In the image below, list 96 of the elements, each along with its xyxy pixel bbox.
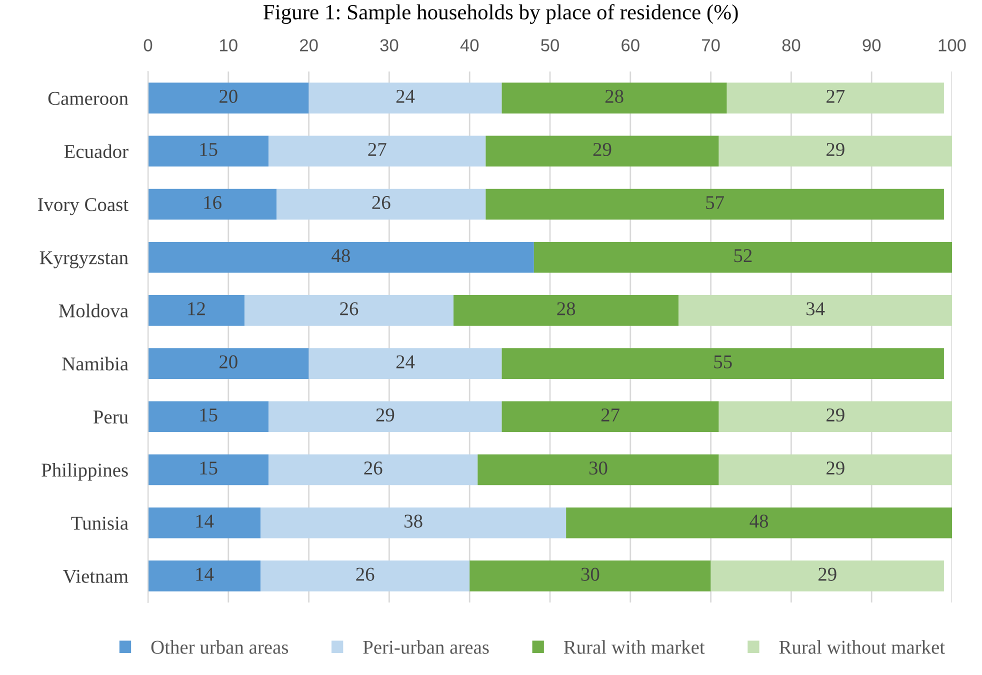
x-tick-label: 70	[702, 39, 720, 52]
x-tick-label: 60	[622, 39, 640, 52]
data-label: 27	[826, 90, 845, 103]
y-tick-label: Ivory Coast	[38, 198, 128, 216]
bar	[502, 82, 727, 114]
x-tick-label: 30	[380, 39, 398, 52]
data-label: 48	[332, 249, 350, 262]
data-label: 26	[364, 462, 382, 475]
bar	[268, 136, 486, 167]
bar	[148, 507, 261, 538]
data-label: 52	[734, 249, 752, 262]
y-tick-label: Philippines	[42, 463, 128, 481]
data-label: 20	[220, 355, 238, 368]
data-label: 28	[557, 302, 576, 316]
legend-label: Rural without market	[779, 640, 945, 654]
data-label: 15	[200, 462, 218, 475]
bar	[148, 295, 244, 326]
bar	[148, 242, 534, 273]
legend-label: Other urban areas	[151, 640, 288, 654]
bar	[486, 136, 719, 167]
data-label: 28	[605, 90, 624, 103]
bar	[478, 454, 719, 486]
data-label: 30	[589, 461, 608, 475]
data-label: 26	[372, 196, 390, 210]
legend-label: Rural with market	[564, 640, 705, 654]
bar	[260, 507, 566, 538]
bar	[502, 348, 944, 379]
bar	[148, 348, 309, 379]
data-label: 16	[204, 196, 222, 210]
bar	[502, 401, 719, 432]
chart-title: Figure 1: Sample households by place of residence (%)	[264, 4, 738, 24]
data-label: 24	[396, 90, 415, 103]
y-tick-label: Cameroon	[48, 92, 128, 105]
data-label: 15	[200, 142, 218, 156]
data-label: 29	[826, 462, 844, 475]
bar	[268, 401, 502, 432]
bar	[308, 348, 502, 379]
data-label: 26	[356, 568, 374, 581]
data-label: 26	[340, 302, 358, 316]
y-tick-label: Ecuador	[64, 144, 128, 158]
y-tick-label: Vietnam	[62, 570, 128, 583]
data-label: 14	[196, 514, 214, 528]
data-label: 38	[404, 514, 422, 528]
bar	[260, 560, 470, 592]
data-label: 34	[806, 302, 825, 316]
data-label: 14	[196, 568, 214, 581]
x-tick-label: 100	[938, 39, 966, 52]
bar	[710, 560, 944, 592]
y-tick-label: Tunisia	[71, 516, 128, 530]
bar	[566, 507, 952, 538]
legend-label: Peri-urban areas	[363, 640, 489, 654]
bar	[148, 560, 261, 592]
x-tick-label: 40	[460, 39, 479, 52]
bar	[276, 188, 486, 220]
bar	[308, 82, 502, 114]
bar	[718, 136, 952, 167]
data-label: 24	[396, 355, 415, 368]
bar	[726, 82, 944, 114]
y-tick-label: Moldova	[58, 304, 128, 318]
bar	[148, 401, 269, 432]
data-label: 30	[581, 568, 600, 581]
data-label: 55	[714, 355, 732, 368]
data-label: 57	[706, 196, 724, 210]
bar	[148, 82, 309, 114]
data-label: 29	[593, 142, 612, 156]
data-label: 27	[601, 408, 620, 422]
data-label: 29	[818, 568, 836, 581]
bar	[486, 188, 944, 220]
bar	[718, 454, 952, 486]
data-label: 15	[200, 408, 218, 422]
x-tick-label: 90	[862, 39, 881, 52]
bar	[148, 136, 269, 167]
y-tick-label: Kyrgyzstan	[40, 251, 128, 268]
data-label: 12	[188, 302, 205, 316]
x-tick-label: 80	[782, 39, 800, 52]
bar	[244, 295, 454, 326]
x-tick-label: 20	[300, 39, 318, 52]
data-label: 48	[750, 514, 768, 528]
bar	[148, 454, 269, 486]
bar	[148, 188, 277, 220]
bar	[678, 295, 952, 326]
y-tick-label: Namibia	[62, 356, 128, 370]
data-label: 29	[826, 142, 844, 156]
x-tick-label: 50	[541, 39, 559, 52]
y-tick-label: Peru	[93, 410, 128, 424]
bar	[718, 401, 952, 432]
x-tick-label: 0	[144, 39, 152, 52]
bar	[470, 560, 711, 592]
data-label: 20	[220, 90, 238, 103]
data-label: 27	[368, 142, 386, 156]
bar	[534, 242, 952, 273]
data-label: 29	[376, 408, 394, 422]
bar	[454, 295, 679, 326]
bar	[268, 454, 478, 486]
x-tick-label: 10	[220, 39, 238, 52]
data-label: 29	[826, 408, 844, 422]
